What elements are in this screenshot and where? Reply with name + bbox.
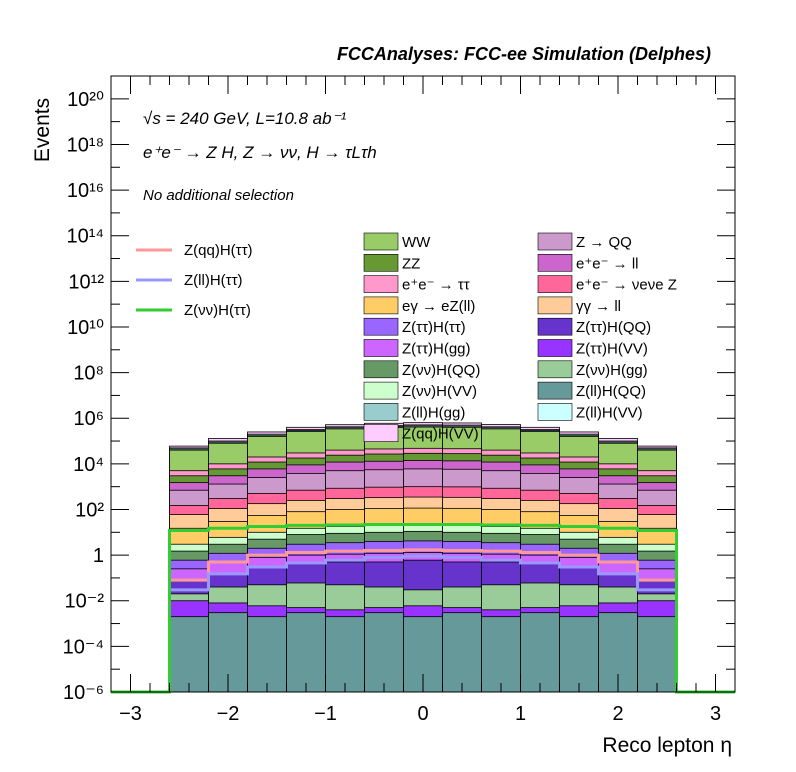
legend-bg-swatch: [537, 360, 573, 379]
legend-bg-swatch: [537, 296, 573, 315]
annotation-2: No additional selection: [143, 187, 294, 204]
chart-title: FCCAnalyses: FCC-ee Simulation (Delphes): [337, 44, 711, 64]
legend-bg-label: Z(ττ)H(gg): [402, 341, 471, 358]
x-tick-label: 0: [417, 703, 428, 725]
legend-bg-label: e⁺e⁻ → νeνe Z: [576, 277, 677, 294]
signal-line-2: [111, 522, 735, 694]
legend-bg-swatch: [363, 381, 399, 400]
annotation-1: e⁺e⁻ → Z H, Z → νν, H → τLτh: [143, 143, 377, 162]
x-tick-label: −2: [217, 703, 240, 725]
legend-bg-label: Z(ll)H(gg): [402, 404, 465, 421]
legend-bg-label: e⁺e⁻ → ll: [576, 255, 639, 272]
y-tick-label: 10⁻²: [65, 591, 105, 613]
y-axis-label: Events: [31, 98, 54, 162]
legend-bg-label: ZZ: [402, 255, 420, 272]
signal-histograms: [111, 522, 735, 694]
y-tick-label: 10¹⁸: [67, 134, 104, 156]
axes: −3 −2 −1 0 1 2 3 10⁻⁶ 10⁻⁴ 10⁻² 1 10² 10⁴ 10⁶ 10⁸ 10¹⁰ 1…: [63, 75, 736, 725]
y-tick-label: 10¹⁶: [67, 180, 104, 202]
legend-signal-label: Z(qq)H(ττ): [184, 242, 253, 259]
legend-bg-swatch: [537, 232, 573, 251]
legend-bg-swatch: [363, 317, 399, 336]
legend-bg-label: Z(ττ)H(ττ): [402, 319, 466, 336]
legend-bg-label: γγ → ll: [576, 298, 621, 315]
y-tick-label: 10⁸: [73, 363, 104, 385]
x-tick-label: −3: [119, 703, 142, 725]
stack-bar: [169, 616, 209, 693]
legend-bg-label: Z(νν)H(QQ): [402, 362, 480, 379]
stack-bar: [520, 612, 560, 693]
legend-bg-swatch: [363, 254, 399, 272]
y-tick-label: 10⁻⁶: [63, 682, 104, 704]
legend-signal-label: Z(ll)H(ττ): [184, 272, 243, 289]
legend-bg-swatch: [537, 381, 573, 400]
legend-bg-label: Z → QQ: [576, 234, 632, 251]
legend-bg-label: WW: [402, 234, 431, 251]
stack-bar: [364, 612, 404, 693]
legend-bg-label: Z(qq)H(VV): [402, 426, 479, 443]
legend-bg-swatch: [363, 403, 399, 421]
legend-bg-swatch: [363, 339, 399, 357]
legend-bg-label: Z(ll)H(QQ): [576, 383, 646, 400]
legend-bg-swatch: [537, 254, 573, 272]
legend-bg-swatch: [537, 403, 573, 421]
legend-bg-swatch: [363, 424, 399, 443]
stack-bar: [637, 616, 677, 693]
y-tick-label: 10⁻⁴: [63, 636, 104, 658]
legend-bg-swatch: [537, 275, 573, 293]
y-tick-label: 10¹⁴: [67, 226, 105, 248]
legend-bg-label: eγ → eZ(ll): [402, 298, 475, 315]
legend: Z(qq)H(ττ) Z(ll)H(ττ) Z(νν)H(ττ) WW Z → QQ ZZ…: [136, 232, 677, 443]
x-axis-label: Reco lepton η: [602, 734, 732, 757]
legend-bg-label: e⁺e⁻ → ττ: [402, 277, 470, 294]
stack-bar: [598, 612, 638, 693]
x-tick-label: 2: [612, 703, 623, 725]
legend-bg-label: Z(νν)H(gg): [576, 362, 648, 379]
y-tick-label: 10⁶: [74, 408, 104, 430]
y-tick-label: 10²⁰: [67, 89, 104, 111]
x-tick-label: 1: [515, 703, 526, 725]
legend-bg-label: Z(ττ)H(QQ): [576, 319, 651, 336]
stack-bar: [325, 616, 365, 693]
x-tick-label: 3: [710, 703, 721, 725]
y-tick-label: 10¹⁰: [67, 317, 104, 339]
legend-bg-label: Z(νν)H(VV): [402, 383, 477, 400]
legend-bg-label: Z(ττ)H(VV): [576, 341, 648, 358]
legend-bg-label: Z(ll)H(VV): [576, 404, 643, 421]
legend-bg-swatch: [363, 275, 399, 293]
signal-line-1: [111, 554, 735, 694]
stack-18: [169, 612, 677, 693]
legend-bg-swatch: [363, 296, 399, 315]
legend-bg-swatch: [537, 339, 573, 357]
stack-bar: [559, 616, 599, 693]
stack-bar: [481, 616, 521, 693]
legend-signal-label: Z(νν)H(ττ): [184, 302, 251, 319]
x-tick-label: −1: [314, 703, 337, 725]
legend-bg-swatch: [363, 232, 399, 251]
y-tick-label: 10⁴: [73, 454, 104, 476]
y-tick-label: 1: [93, 545, 104, 567]
legend-bg-swatch: [363, 360, 399, 379]
stack-bar: [286, 612, 326, 693]
y-tick-label: 10²: [75, 499, 104, 521]
annotation-0: √s = 240 GeV, L=10.8 ab⁻¹: [143, 109, 347, 128]
y-tick-label: 10¹²: [68, 271, 104, 293]
annotations: √s = 240 GeV, L=10.8 ab⁻¹ e⁺e⁻ → Z H, Z →…: [143, 109, 377, 204]
legend-bg-swatch: [537, 317, 573, 336]
signal-line-0: [111, 548, 735, 694]
stack-bar: [442, 612, 482, 693]
stack-bar: [247, 616, 287, 693]
